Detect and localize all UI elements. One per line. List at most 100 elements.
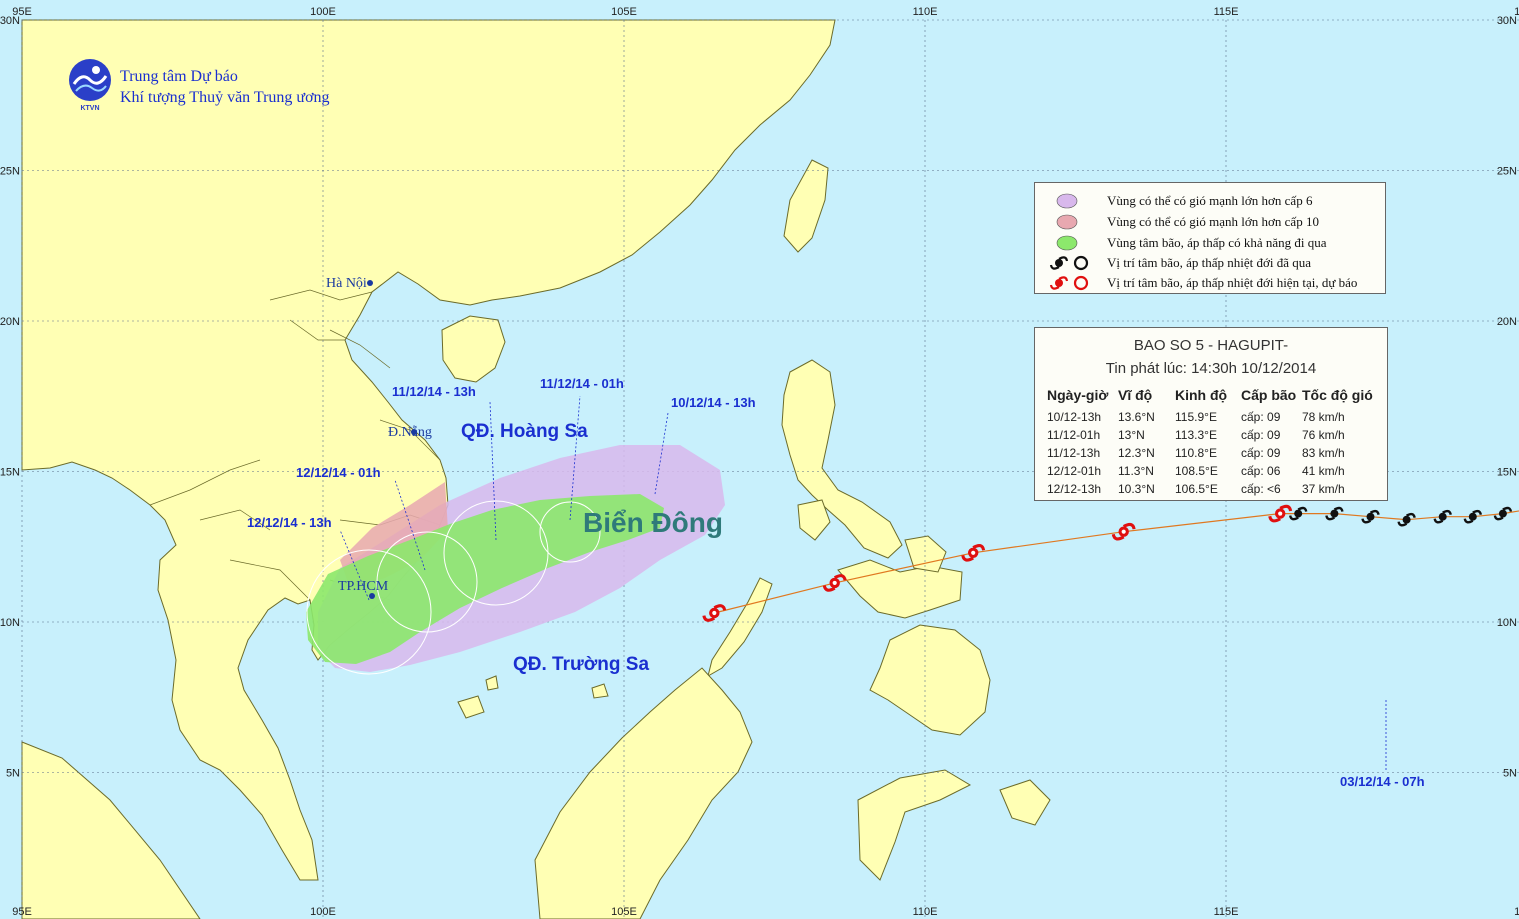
bulletin-header-time: Ngày-giờ: [1047, 387, 1109, 403]
land-sumatra: [21, 741, 201, 919]
land-taiwan: [783, 159, 829, 253]
lon-tick-bottom: 110E: [913, 906, 938, 918]
legend-text-level6: Vùng có thể có gió mạnh lớn hơn cấp 6: [1107, 193, 1313, 208]
lat-tick-left: 20N: [0, 316, 20, 328]
bulletin-cell: 11.3°N: [1118, 464, 1154, 478]
bulletin-cell: cấp: <6: [1241, 482, 1281, 496]
bulletin-cell: 13°N: [1118, 428, 1145, 442]
past-storm-icon: [1463, 509, 1482, 524]
lon-tick-bottom: 95E: [12, 906, 32, 918]
legend-text-past-positions: Vị trí tâm bão, áp thấp nhiệt đới đã qua: [1107, 255, 1311, 270]
land-mindanao: [869, 624, 991, 736]
past-positions: [1289, 506, 1513, 527]
forecast-storm-icon: [1111, 522, 1136, 541]
lon-tick-bottom: 120E: [1514, 906, 1519, 918]
lon-tick-bottom: 100E: [310, 906, 336, 918]
legend-text-level10: Vùng có thể có gió mạnh lớn hơn cấp 10: [1107, 214, 1319, 229]
label-danang: Đ.Nẵng: [388, 425, 432, 440]
city-dot-hcm: [369, 593, 375, 599]
label-east-sea: Biển Đông: [583, 507, 723, 538]
legend-forecast-storm-icon: [1049, 275, 1089, 291]
legend-item-center-zone: Vùng tâm bão, áp thấp có khả năng đi qua: [1045, 233, 1327, 253]
lon-tick-top: 95E: [12, 6, 32, 18]
city-dot-danang: [411, 429, 417, 435]
forecast-storm-icon: [822, 574, 847, 592]
bulletin-cell: 12/12-01h: [1047, 464, 1102, 478]
bulletin-cell: 12/12-13h: [1047, 482, 1102, 496]
forecast-storm-icon: [1268, 504, 1293, 523]
land-borneo: [534, 667, 753, 919]
bulletin-cell: 10/12-13h: [1047, 410, 1102, 424]
bulletin-cell: 110.8°E: [1175, 446, 1217, 460]
land-natuna: [457, 695, 485, 719]
bulletin-cell: 115.9°E: [1175, 410, 1217, 424]
time-label-12-12-13h: 12/12/14 - 13h: [247, 515, 332, 530]
land-layer: [21, 19, 1051, 919]
bulletin-cell: 108.5°E: [1175, 464, 1218, 478]
lat-tick-right: 5N: [1503, 768, 1517, 780]
lon-tick-top: 105E: [611, 6, 637, 18]
land-luzon: [781, 359, 903, 559]
label-hoang-sa: QĐ. Hoàng Sa: [461, 421, 588, 442]
forecast-positions: [702, 504, 1293, 622]
legend-swatch-level6: [1056, 193, 1078, 209]
lon-tick-bottom: 105E: [611, 906, 637, 918]
lat-tick-right: 25N: [1497, 166, 1517, 178]
time-label-11-12-13h: 11/12/14 - 13h: [392, 384, 476, 399]
past-storm-icon: [1361, 509, 1380, 524]
past-storm-icon: [1325, 506, 1344, 521]
label-hanoi: Hà Nội: [326, 276, 367, 291]
legend-text-center-zone: Vùng tâm bão, áp thấp có khả năng đi qua: [1107, 235, 1327, 250]
land-small-island: [485, 675, 499, 691]
past-storm-icon: [1433, 509, 1452, 524]
bulletin-cell: cấp: 09: [1241, 446, 1281, 460]
legend-item-level6: Vùng có thể có gió mạnh lớn hơn cấp 6: [1045, 191, 1312, 211]
label-truong-sa: QĐ. Trường Sa: [513, 654, 649, 675]
land-sulawesi: [857, 769, 972, 881]
bulletin-cell: 76 km/h: [1302, 428, 1345, 442]
lat-tick-right: 30N: [1497, 15, 1517, 27]
bulletin-cell: 13.6°N: [1118, 410, 1155, 424]
label-hcm: TP.HCM: [338, 579, 389, 594]
agency-logo: KTVN: [69, 59, 111, 112]
bulletin-cell: 78 km/h: [1302, 410, 1345, 424]
storm-bulletin: BAO SO 5 - HAGUPIT- Tin phát lúc: 14:30h…: [1034, 327, 1388, 501]
agency-name-line2: Khí tượng Thuỷ văn Trung ương: [120, 89, 330, 106]
lat-tick-left: 15N: [0, 467, 20, 479]
city-dot-hanoi: [367, 280, 373, 286]
legend-item-past-positions: Vị trí tâm bão, áp thấp nhiệt đới đã qua: [1045, 253, 1311, 273]
agency-logo-text: KTVN: [80, 105, 99, 112]
bulletin-title: BAO SO 5 - HAGUPIT-: [1133, 337, 1289, 354]
time-label-12-12-01h: 12/12/14 - 01h: [296, 465, 381, 480]
bulletin-header-lon: Kinh độ: [1175, 387, 1228, 403]
lat-tick-right: 20N: [1497, 316, 1517, 328]
bulletin-cell: 11/12-13h: [1047, 446, 1101, 460]
lon-tick-top: 120E: [1514, 6, 1519, 18]
bulletin-cell: 37 km/h: [1302, 482, 1345, 496]
land-visayas: [837, 559, 963, 619]
legend-swatch-center: [1056, 235, 1078, 251]
bulletin-cell: cấp: 06: [1241, 464, 1281, 478]
time-label-10-12-13h: 10/12/14 - 13h: [671, 395, 756, 410]
legend-item-forecast-positions: Vị trí tâm bão, áp thấp nhiệt đới hiện t…: [1045, 273, 1357, 293]
lon-tick-top: 115E: [1214, 6, 1239, 18]
lat-tick-left: 5N: [6, 768, 20, 780]
legend-past-storm-icon: [1049, 255, 1089, 271]
bulletin-cell: 83 km/h: [1302, 446, 1345, 460]
bulletin-cell: 11/12-01h: [1047, 428, 1101, 442]
bulletin-header-lat: Vĩ độ: [1118, 387, 1153, 403]
past-storm-icon: [1289, 506, 1308, 521]
lon-tick-bottom: 115E: [1214, 906, 1239, 918]
bulletin-cell: 10.3°N: [1118, 482, 1155, 496]
land-halmahera: [999, 779, 1051, 826]
land-samar: [904, 535, 947, 573]
legend-text-forecast-positions: Vị trí tâm bão, áp thấp nhiệt đới hiện t…: [1107, 275, 1358, 290]
legend-swatch-level10: [1056, 214, 1078, 230]
bulletin-cell: cấp: 09: [1241, 410, 1281, 424]
lon-tick-top: 110E: [913, 6, 938, 18]
time-annotations: 10/12/14 - 13h 11/12/14 - 01h 11/12/14 -…: [247, 376, 1425, 789]
past-storm-icon: [1493, 506, 1513, 521]
zone-center: [306, 494, 664, 664]
past-storm-icon: [1397, 512, 1416, 527]
